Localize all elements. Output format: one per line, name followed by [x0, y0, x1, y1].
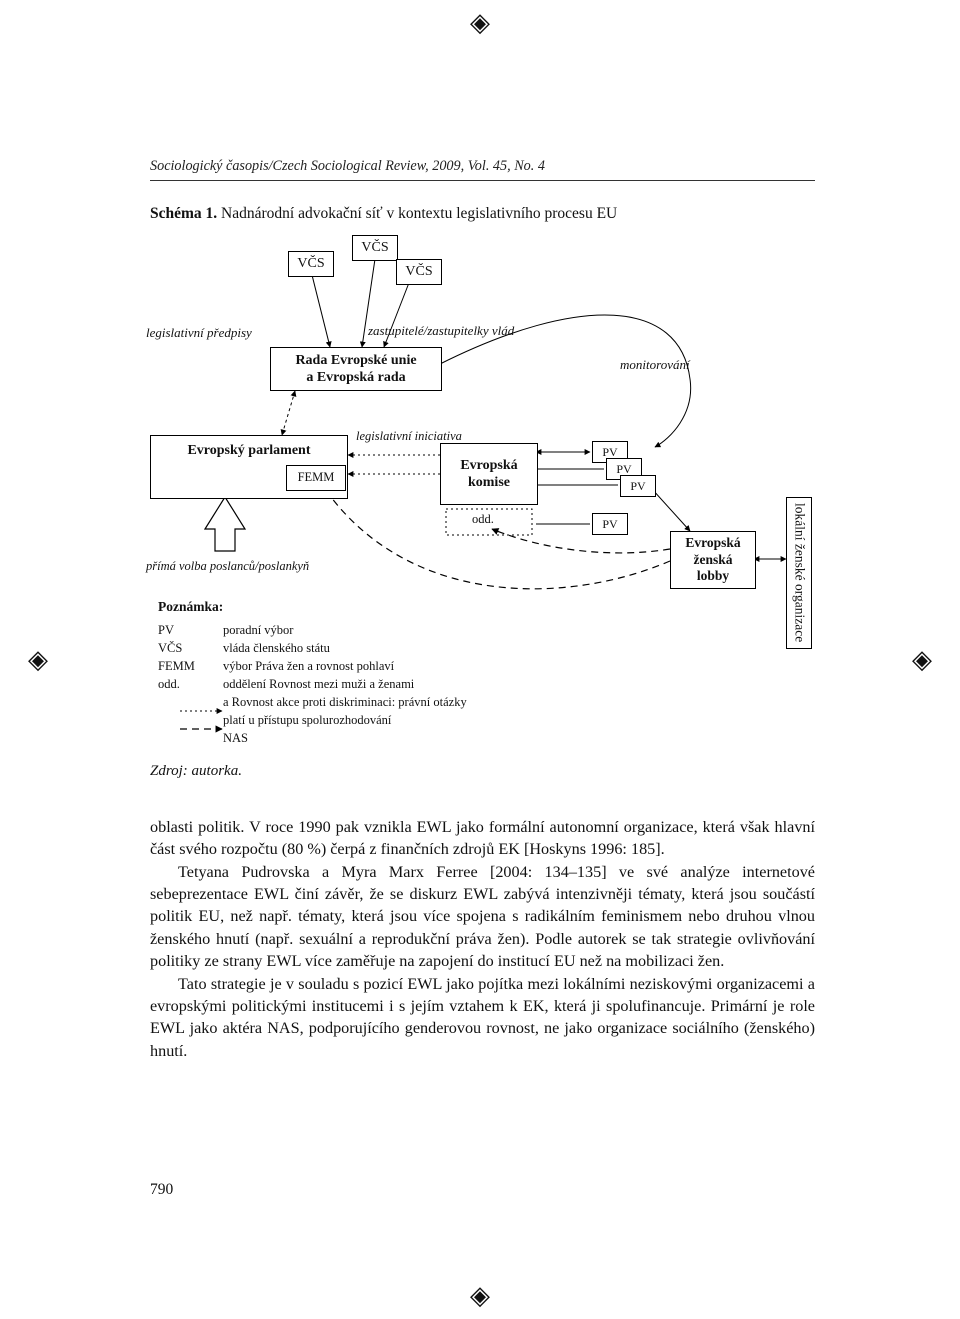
lobby-l2: ženská	[693, 552, 732, 567]
node-vcs-1: VČS	[288, 251, 334, 277]
legend-key-dotted	[158, 711, 213, 729]
paragraph-2: Tetyana Pudrovska a Myra Marx Ferree [20…	[150, 861, 815, 973]
rada-line2: a Evropská rada	[306, 370, 405, 385]
rada-line1: Rada Evropské unie	[295, 353, 416, 368]
label-prima-volba: přímá volba poslanců/poslankyň	[146, 559, 309, 574]
paragraph-1: oblasti politik. V roce 1990 pak vznikla…	[150, 816, 815, 861]
legend-val-femm: výbor Práva žen a rovnost pohlaví	[223, 657, 558, 675]
node-vcs-3: VČS	[396, 259, 442, 285]
node-femm: FEMM	[286, 465, 346, 491]
label-legislativni-iniciativa: legislativní iniciativa	[356, 429, 462, 444]
body-text: oblasti politik. V roce 1990 pak vznikla…	[150, 816, 815, 1062]
crop-mark-top: ◈	[470, 10, 490, 36]
node-vcs-2: VČS	[352, 235, 398, 261]
crop-mark-left: ◈	[28, 647, 48, 673]
legend-val-odd-l1: oddělení Rovnost mezi muži a ženami	[223, 677, 414, 691]
label-legislativni-predpisy: legislativní předpisy	[146, 325, 252, 341]
node-pv-3: PV	[620, 475, 656, 497]
node-rada: Rada Evropské unie a Evropská rada	[270, 347, 442, 391]
crop-mark-right: ◈	[912, 647, 932, 673]
figure-source: Zdroj: autorka.	[150, 763, 242, 780]
label-monitorovani: monitorování	[620, 357, 690, 373]
legend-key-dashed	[158, 729, 213, 747]
komise-l1: Evropská	[460, 458, 517, 473]
legend-val-vcs: vláda členského státu	[223, 639, 558, 657]
node-lokalni-organizace: lokální ženské organizace	[786, 497, 812, 649]
node-odd: odd.	[472, 512, 494, 527]
legend-val-odd: oddělení Rovnost mezi muži a ženami a Ro…	[223, 675, 558, 711]
legend-val-pv: poradní výbor	[223, 621, 558, 639]
legend-heading: Poznámka:	[158, 597, 558, 617]
node-komise: Evropská komise	[440, 443, 538, 505]
legend-val-dashed: NAS	[223, 729, 558, 747]
running-head: Sociologický časopis/Czech Sociological …	[150, 158, 545, 175]
page-number: 790	[150, 1181, 173, 1199]
node-pv-4: PV	[592, 513, 628, 535]
hollow-arrow-icon	[205, 497, 245, 551]
legend-key-pv: PV	[158, 621, 213, 639]
legend-key-odd: odd.	[158, 675, 213, 711]
komise-l2: komise	[468, 475, 510, 490]
lobby-l3: lobby	[697, 568, 729, 583]
header-rule	[150, 180, 815, 181]
schema-title: Nadnárodní advokační síť v kontextu legi…	[221, 205, 617, 222]
legend-val-odd-l2: a Rovnost akce proti diskriminaci: právn…	[223, 695, 467, 709]
ep-label: Evropský parlament	[187, 442, 310, 460]
paragraph-3: Tato strategie je v souladu s pozicí EWL…	[150, 973, 815, 1062]
legend-val-dotted: platí u přístupu spolurozhodování	[223, 711, 558, 729]
figure-caption: Schéma 1. Nadnárodní advokační síť v kon…	[150, 205, 815, 223]
legend-key-femm: FEMM	[158, 657, 213, 675]
lobby-l1: Evropská	[685, 535, 740, 550]
label-zastupitele: zastupitelé/zastupitelky vlád	[368, 323, 514, 339]
node-lobby: Evropská ženská lobby	[670, 531, 756, 589]
schema-label: Schéma 1.	[150, 205, 217, 222]
legend-key-vcs: VČS	[158, 639, 213, 657]
crop-mark-bottom: ◈	[470, 1283, 490, 1309]
diagram: VČS VČS VČS legislativní předpisy zastup…	[150, 229, 815, 784]
